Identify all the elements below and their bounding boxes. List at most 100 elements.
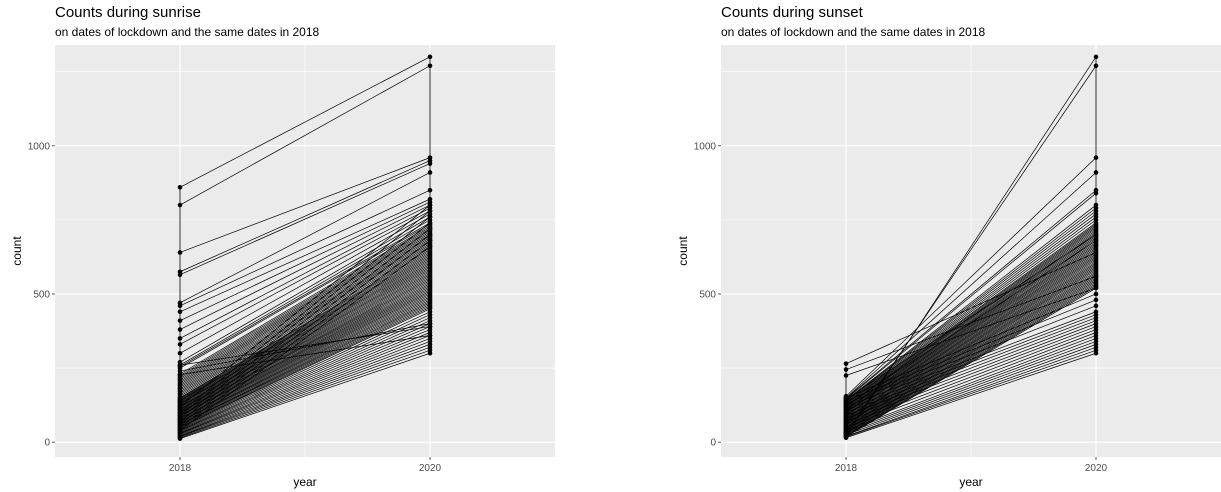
data-point xyxy=(177,404,183,409)
series-line xyxy=(179,56,431,188)
series-line xyxy=(179,304,431,426)
series-line xyxy=(845,344,1097,436)
series-line xyxy=(845,341,1097,434)
data-point xyxy=(427,350,433,356)
series-line xyxy=(179,299,431,424)
data-point xyxy=(1093,303,1099,309)
data-point xyxy=(1093,297,1099,303)
series-line xyxy=(179,213,431,354)
series-line xyxy=(179,244,431,394)
series-line xyxy=(845,305,1097,404)
data-point xyxy=(1093,350,1099,356)
series-line xyxy=(845,329,1097,425)
series-line xyxy=(179,314,431,430)
series-line xyxy=(845,349,1097,438)
series-line xyxy=(179,65,431,206)
series-line xyxy=(179,332,431,434)
series-line xyxy=(179,323,431,432)
series-line xyxy=(845,246,1097,417)
data-point xyxy=(1093,54,1099,60)
x-axis-title: year xyxy=(293,475,316,489)
data-point xyxy=(427,63,433,69)
y-tick-label: 0 xyxy=(710,438,716,449)
series-line xyxy=(179,338,431,436)
series-line xyxy=(179,264,431,406)
series-line xyxy=(179,210,431,345)
series-line xyxy=(179,240,431,390)
data-point xyxy=(177,309,183,315)
series-line xyxy=(179,160,431,273)
data-point xyxy=(177,336,183,341)
series-line xyxy=(179,163,431,276)
series-line xyxy=(845,338,1097,433)
data-point xyxy=(1093,190,1099,196)
data-point xyxy=(427,161,433,166)
series-line xyxy=(179,341,431,436)
y-tick-label: 1000 xyxy=(28,141,51,152)
series-line xyxy=(179,298,431,423)
series-line xyxy=(179,272,431,410)
chart-subtitle: on dates of lockdown and the same dates … xyxy=(55,25,320,39)
series-line xyxy=(179,216,431,416)
series-line xyxy=(845,274,1097,431)
series-line xyxy=(845,262,1097,425)
series-line xyxy=(845,264,1097,426)
series-line xyxy=(845,293,1097,399)
series-line xyxy=(179,253,431,401)
series-line xyxy=(179,307,431,428)
series-line xyxy=(845,229,1097,409)
series-line xyxy=(179,232,431,382)
data-point xyxy=(427,187,433,193)
data-point xyxy=(177,202,183,208)
data-point xyxy=(177,436,183,441)
x-axis-title: year xyxy=(959,475,982,489)
series-line xyxy=(845,207,1097,401)
series-line xyxy=(179,219,431,366)
x-tick-label: 2020 xyxy=(1085,463,1108,474)
series-line xyxy=(179,335,431,435)
data-point xyxy=(1093,291,1099,297)
y-tick-label: 1000 xyxy=(694,141,717,152)
data-point xyxy=(843,402,849,408)
series-line xyxy=(179,229,431,379)
data-point xyxy=(427,220,433,226)
data-point xyxy=(427,202,433,208)
series-line xyxy=(179,292,431,420)
series-line xyxy=(179,329,431,434)
data-point xyxy=(177,342,183,347)
series-line xyxy=(179,281,431,415)
series-line xyxy=(845,323,1097,419)
data-point xyxy=(843,367,849,372)
series-line xyxy=(845,249,1097,419)
series-line xyxy=(179,224,431,369)
series-line xyxy=(179,296,431,422)
series-line xyxy=(845,222,1097,405)
data-point xyxy=(1093,285,1099,291)
y-axis-title: count xyxy=(676,236,690,266)
data-point xyxy=(177,327,183,332)
data-point xyxy=(427,244,433,249)
series-line xyxy=(845,189,1097,399)
series-line xyxy=(179,258,431,403)
series-line xyxy=(845,255,1097,422)
series-line xyxy=(179,275,431,412)
data-point xyxy=(1093,63,1099,69)
data-point xyxy=(1093,170,1099,175)
series-line xyxy=(179,261,431,404)
series-line xyxy=(179,246,431,431)
series-line xyxy=(179,284,431,416)
series-line xyxy=(179,225,431,375)
chart-svg: 0 500 1000 2018 2020 year count xyxy=(676,45,1221,489)
series-line xyxy=(845,252,1097,420)
series-line xyxy=(179,207,431,339)
data-point xyxy=(427,232,433,237)
series-line xyxy=(845,299,1097,402)
data-point xyxy=(843,361,849,366)
series-line xyxy=(179,266,431,407)
series-line xyxy=(179,234,431,425)
series-line xyxy=(179,189,431,307)
series-line xyxy=(845,272,1097,431)
series-line xyxy=(179,344,431,437)
data-point xyxy=(427,170,433,175)
series-line xyxy=(845,347,1097,437)
